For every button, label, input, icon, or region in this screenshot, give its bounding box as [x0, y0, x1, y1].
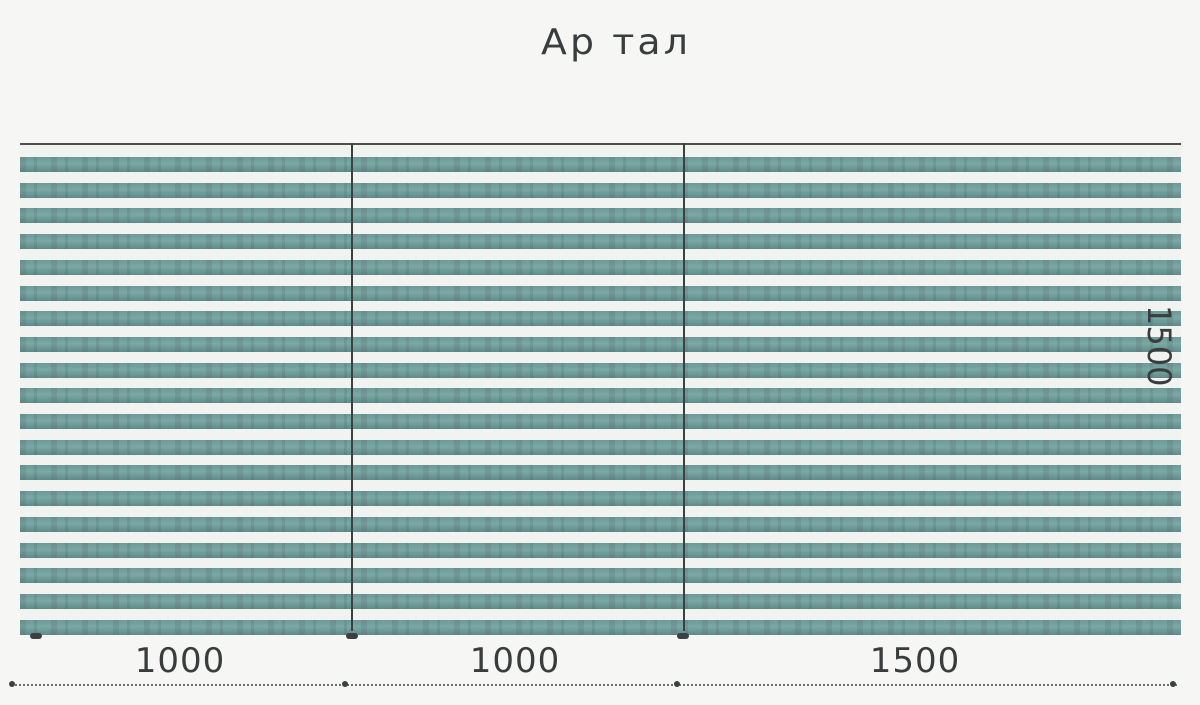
slat [20, 234, 1181, 250]
slat [20, 439, 1181, 455]
slat [20, 336, 1181, 352]
slat [20, 542, 1181, 558]
slat [20, 311, 1181, 327]
side-dimension-label: 1500 [1140, 305, 1178, 387]
dimension-label-3: 1500 [869, 641, 961, 681]
dimension-label-1: 1000 [134, 641, 226, 681]
dimension-line [12, 684, 1177, 686]
drawing-title: Ар тал [540, 22, 692, 63]
dimension-tick [1170, 681, 1176, 687]
slat [20, 285, 1181, 301]
dimension-tick [674, 681, 680, 687]
slat [20, 619, 1181, 635]
dimension-marker [30, 633, 42, 639]
dimension-tick [9, 681, 15, 687]
dimension-marker [346, 633, 358, 639]
slat [20, 465, 1181, 481]
dimension-tick [342, 681, 348, 687]
slat [20, 516, 1181, 532]
slat [20, 362, 1181, 378]
dimension-marker [677, 633, 689, 639]
slat [20, 182, 1181, 198]
panel-divider-2 [683, 143, 685, 631]
slat [20, 593, 1181, 609]
panel-divider-1 [351, 143, 353, 631]
slat [20, 157, 1181, 172]
slat [20, 208, 1181, 224]
slat [20, 568, 1181, 584]
slat [20, 491, 1181, 507]
slat [20, 259, 1181, 275]
slatted-panel [20, 143, 1181, 635]
slat [20, 388, 1181, 404]
slat [20, 414, 1181, 429]
dimension-label-2: 1000 [469, 641, 561, 681]
